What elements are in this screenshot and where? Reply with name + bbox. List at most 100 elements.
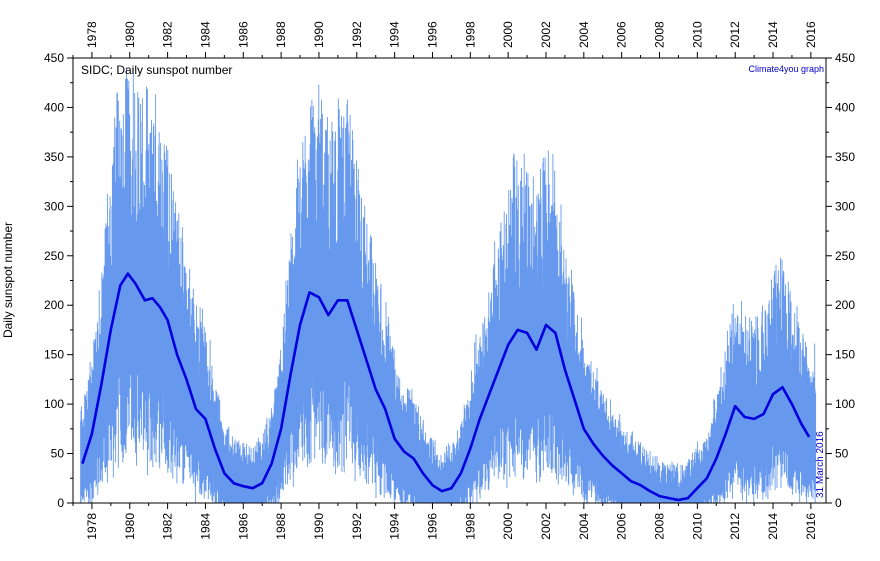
x-tick-label-top-2006: 2006 bbox=[615, 21, 629, 48]
y-tick-label-right-250: 250 bbox=[835, 249, 855, 263]
smoothed-point bbox=[394, 438, 396, 440]
x-tick-label-bottom-2004: 2004 bbox=[577, 513, 591, 540]
smoothed-point bbox=[668, 497, 670, 499]
x-tick-label-bottom-1982: 1982 bbox=[161, 513, 175, 540]
smoothed-point bbox=[611, 464, 613, 466]
y-tick-label-left-100: 100 bbox=[44, 397, 64, 411]
x-tick-label-bottom-1988: 1988 bbox=[274, 513, 288, 540]
x-tick-label-top-1996: 1996 bbox=[425, 21, 439, 48]
smoothed-point bbox=[469, 448, 471, 450]
smoothed-point bbox=[127, 273, 129, 275]
smoothed-point bbox=[365, 359, 367, 361]
x-tick-label-bottom-1986: 1986 bbox=[236, 513, 250, 540]
smoothed-point bbox=[299, 324, 301, 326]
y-tick-label-left-400: 400 bbox=[44, 100, 64, 114]
x-tick-label-bottom-1992: 1992 bbox=[350, 513, 364, 540]
smoothed-point bbox=[214, 448, 216, 450]
smoothed-point bbox=[185, 378, 188, 380]
x-tick-label-bottom-2008: 2008 bbox=[653, 513, 667, 540]
smoothed-point bbox=[233, 482, 235, 484]
smoothed-point bbox=[403, 451, 405, 453]
x-tick-label-top-1998: 1998 bbox=[463, 21, 477, 48]
smoothed-point bbox=[431, 484, 434, 486]
smoothed-point bbox=[151, 297, 154, 299]
smoothed-point bbox=[100, 383, 102, 385]
x-tick-label-bottom-1984: 1984 bbox=[198, 513, 212, 540]
y-axis-title: Daily sunspot number bbox=[1, 222, 15, 338]
x-tick-label-top-2008: 2008 bbox=[653, 21, 667, 48]
smoothed-point bbox=[308, 291, 311, 293]
x-tick-label-top-2016: 2016 bbox=[804, 21, 818, 48]
smoothed-point bbox=[384, 408, 386, 410]
smoothed-point bbox=[696, 487, 698, 489]
y-tick-label-right-300: 300 bbox=[835, 199, 855, 213]
smoothed-point bbox=[658, 495, 661, 497]
x-tick-label-top-2000: 2000 bbox=[501, 21, 515, 48]
x-tick-label-bottom-2002: 2002 bbox=[539, 513, 553, 540]
smoothed-point bbox=[753, 418, 755, 420]
smoothed-point bbox=[507, 344, 509, 346]
x-tick-label-top-2014: 2014 bbox=[766, 21, 780, 48]
smoothed-point bbox=[583, 428, 585, 430]
smoothed-point bbox=[564, 368, 566, 371]
y-tick-label-left-300: 300 bbox=[44, 199, 64, 213]
smoothed-point bbox=[290, 373, 292, 375]
x-tick-label-bottom-1998: 1998 bbox=[463, 513, 477, 540]
smoothed-point bbox=[554, 332, 557, 334]
smoothed-point bbox=[204, 418, 206, 420]
smoothed-point bbox=[734, 405, 736, 407]
x-tick-label-bottom-1996: 1996 bbox=[425, 513, 439, 540]
smoothed-point bbox=[592, 443, 594, 445]
smoothed-point bbox=[706, 477, 708, 479]
daily-series-layer bbox=[80, 67, 817, 503]
x-tick-label-top-1978: 1978 bbox=[85, 21, 99, 48]
smoothed-point bbox=[640, 484, 642, 486]
smoothed-point bbox=[772, 393, 774, 395]
smoothed-point bbox=[110, 329, 112, 331]
x-tick-label-bottom-2000: 2000 bbox=[501, 513, 515, 540]
x-tick-label-bottom-1978: 1978 bbox=[85, 513, 99, 540]
smoothed-point bbox=[413, 457, 415, 460]
x-tick-label-top-1988: 1988 bbox=[274, 21, 288, 48]
daily-sunspot-series bbox=[80, 67, 817, 503]
smoothed-point bbox=[223, 472, 225, 474]
smoothed-point bbox=[252, 487, 254, 489]
smoothed-point bbox=[517, 329, 519, 331]
x-tick-label-bottom-2010: 2010 bbox=[690, 513, 704, 540]
x-tick-label-bottom-1990: 1990 bbox=[312, 513, 326, 540]
smoothed-point bbox=[91, 433, 93, 435]
y-tick-label-right-150: 150 bbox=[835, 348, 855, 362]
x-tick-label-top-1990: 1990 bbox=[312, 21, 326, 48]
smoothed-point bbox=[450, 487, 452, 489]
smoothed-point bbox=[479, 418, 481, 420]
smoothed-point bbox=[375, 388, 377, 390]
smoothed-point bbox=[725, 433, 727, 435]
smoothed-point bbox=[781, 386, 784, 388]
x-tick-label-bottom-1980: 1980 bbox=[123, 513, 137, 540]
y-tick-label-left-250: 250 bbox=[44, 249, 64, 263]
x-tick-label-bottom-2014: 2014 bbox=[766, 513, 780, 540]
y-tick-label-right-50: 50 bbox=[835, 447, 849, 461]
smoothed-point bbox=[195, 408, 197, 410]
y-tick-label-left-200: 200 bbox=[44, 298, 64, 312]
smoothed-point bbox=[422, 472, 424, 474]
smoothed-point bbox=[280, 428, 282, 430]
labels-layer: 0 0 50 50 100 100 150 150 200 200 250 250 300 300 350 3… bbox=[44, 21, 855, 540]
credit-label: Climate4you graph bbox=[748, 64, 824, 74]
smoothed-point bbox=[441, 490, 443, 492]
y-tick-label-right-200: 200 bbox=[835, 298, 855, 312]
x-tick-label-top-1982: 1982 bbox=[161, 21, 175, 48]
smoothed-point bbox=[545, 324, 547, 326]
smoothed-point bbox=[81, 462, 84, 464]
x-tick-label-top-1984: 1984 bbox=[198, 21, 212, 48]
x-tick-label-top-2002: 2002 bbox=[539, 21, 553, 48]
smoothed-point bbox=[271, 462, 273, 464]
smoothed-point bbox=[261, 482, 263, 484]
smoothed-point bbox=[535, 349, 538, 351]
y-tick-label-left-350: 350 bbox=[44, 150, 64, 164]
ticks-layer bbox=[67, 52, 832, 509]
y-tick-label-left-450: 450 bbox=[44, 51, 64, 65]
y-tick-label-right-0: 0 bbox=[835, 496, 842, 510]
smoothed-point bbox=[800, 423, 803, 425]
